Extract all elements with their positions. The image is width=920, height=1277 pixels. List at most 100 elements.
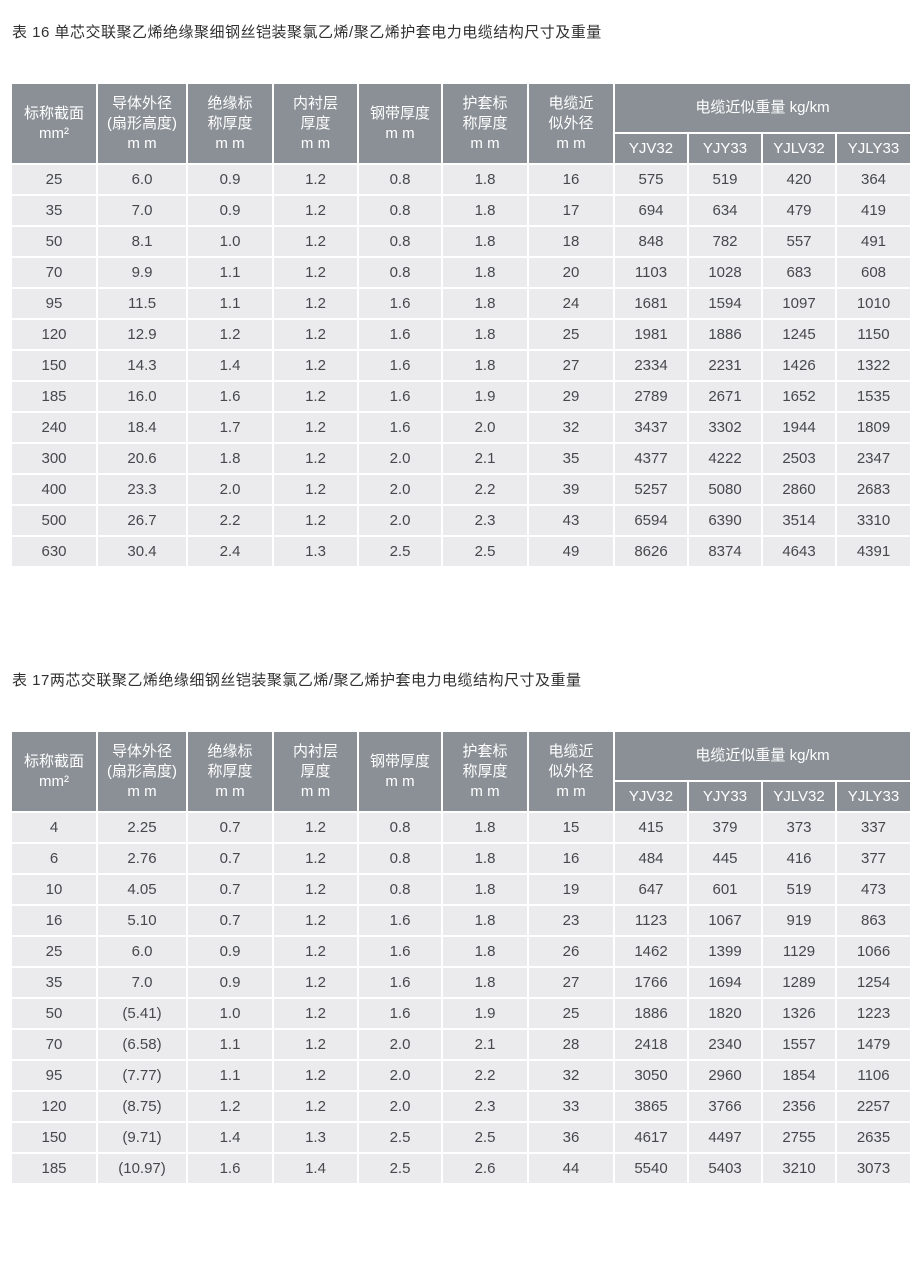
table-row: 4 2.25 0.7 1.2 0.8 1.8 15 415 379 373 337 xyxy=(10,811,912,844)
data-cell: 0.8 xyxy=(357,225,443,258)
data-cell: 400 xyxy=(10,473,98,506)
data-cell: 2.5 xyxy=(357,1152,443,1185)
data-cell: 3310 xyxy=(835,504,912,537)
table17: 标称截面 mm² 导体外径 (扇形高度) m m 绝缘标 称厚度 m m 内衬层 厚度 m m 钢带厚… xyxy=(10,730,912,1185)
data-cell: 0.8 xyxy=(357,256,443,289)
header-cell-col4: 钢带厚度 m m xyxy=(357,82,443,165)
data-cell: 1.6 xyxy=(357,966,443,999)
data-cell: 1.2 xyxy=(272,163,359,196)
data-cell: 1809 xyxy=(835,411,912,444)
data-cell: 1289 xyxy=(761,966,837,999)
data-cell: 415 xyxy=(613,811,689,844)
header-cell-col2: 绝缘标 称厚度 m m xyxy=(186,82,274,165)
data-cell: 0.8 xyxy=(357,811,443,844)
data-cell: 6594 xyxy=(613,504,689,537)
data-cell: 2755 xyxy=(761,1121,837,1154)
data-cell: 2.0 xyxy=(357,473,443,506)
data-cell: 20 xyxy=(527,256,615,289)
sub-header-cell-yjv32: YJV32 xyxy=(613,780,689,813)
data-cell: 300 xyxy=(10,442,98,475)
data-cell: 1694 xyxy=(687,966,763,999)
data-cell: 0.7 xyxy=(186,873,274,906)
table17-title: 表 17两芯交联聚乙烯绝缘细钢丝铠装聚氯乙烯/聚乙烯护套电力电缆结构尺寸及重量 xyxy=(12,672,582,689)
data-cell: 445 xyxy=(687,842,763,875)
table-row: 185 (10.97) 1.6 1.4 2.5 2.6 44 5540 5403 3210 3073 xyxy=(10,1152,912,1185)
table-row: 95 (7.77) 1.1 1.2 2.0 2.2 32 3050 2960 1854 1106 xyxy=(10,1059,912,1092)
data-cell: 1.6 xyxy=(186,380,274,413)
data-cell: 4377 xyxy=(613,442,689,475)
data-cell: 5.10 xyxy=(96,904,188,937)
data-cell: 479 xyxy=(761,194,837,227)
data-cell: 473 xyxy=(835,873,912,906)
data-cell: 1.8 xyxy=(441,256,529,289)
data-cell: 4 xyxy=(10,811,98,844)
table-row: 70 9.9 1.1 1.2 0.8 1.8 20 1103 1028 683 608 xyxy=(10,256,912,289)
data-cell: 2683 xyxy=(835,473,912,506)
data-cell: 5540 xyxy=(613,1152,689,1185)
data-cell: 3073 xyxy=(835,1152,912,1185)
data-cell: 1.2 xyxy=(272,811,359,844)
data-cell: 1.8 xyxy=(441,163,529,196)
data-cell: 1535 xyxy=(835,380,912,413)
data-cell: 2635 xyxy=(835,1121,912,1154)
data-cell: 1066 xyxy=(835,935,912,968)
table-row: 50 8.1 1.0 1.2 0.8 1.8 18 848 782 557 491 xyxy=(10,225,912,258)
data-cell: 1681 xyxy=(613,287,689,320)
data-cell: 1150 xyxy=(835,318,912,351)
data-cell: 18.4 xyxy=(96,411,188,444)
data-cell: 44 xyxy=(527,1152,615,1185)
data-cell: 33 xyxy=(527,1090,615,1123)
data-cell: 2.2 xyxy=(441,1059,529,1092)
data-cell: 2.3 xyxy=(441,504,529,537)
header-cell-col0: 标称截面 mm² xyxy=(10,82,98,165)
data-cell: 0.7 xyxy=(186,842,274,875)
data-cell: 2.1 xyxy=(441,442,529,475)
table-row: 120 (8.75) 1.2 1.2 2.0 2.3 33 3865 3766 2356 2257 xyxy=(10,1090,912,1123)
data-cell: 782 xyxy=(687,225,763,258)
table-row: 630 30.4 2.4 1.3 2.5 2.5 49 8626 8374 4643 4391 xyxy=(10,535,912,568)
data-cell: 634 xyxy=(687,194,763,227)
data-cell: 2.2 xyxy=(441,473,529,506)
data-cell: 39 xyxy=(527,473,615,506)
data-cell: 19 xyxy=(527,873,615,906)
data-cell: 630 xyxy=(10,535,98,568)
data-cell: 1766 xyxy=(613,966,689,999)
data-cell: 2340 xyxy=(687,1028,763,1061)
data-cell: 1123 xyxy=(613,904,689,937)
data-cell: 8374 xyxy=(687,535,763,568)
data-cell: 2503 xyxy=(761,442,837,475)
data-cell: 25 xyxy=(527,318,615,351)
data-cell: 2.0 xyxy=(186,473,274,506)
data-cell: 1.0 xyxy=(186,997,274,1030)
data-cell: 4391 xyxy=(835,535,912,568)
data-cell: 848 xyxy=(613,225,689,258)
data-cell: 1245 xyxy=(761,318,837,351)
data-cell: 0.9 xyxy=(186,194,274,227)
table-row: 95 11.5 1.1 1.2 1.6 1.8 24 1681 1594 1097 1010 xyxy=(10,287,912,320)
table-row: 500 26.7 2.2 1.2 2.0 2.3 43 6594 6390 3514 3310 xyxy=(10,504,912,537)
data-cell: 1.8 xyxy=(441,287,529,320)
data-cell: 647 xyxy=(613,873,689,906)
data-cell: 10 xyxy=(10,873,98,906)
data-cell: 2860 xyxy=(761,473,837,506)
data-cell: 8.1 xyxy=(96,225,188,258)
weight-group-header: 电缆近似重量 kg/km xyxy=(613,82,912,134)
data-cell: 2.0 xyxy=(357,1059,443,1092)
data-cell: 1.6 xyxy=(357,904,443,937)
data-cell: 23.3 xyxy=(96,473,188,506)
data-cell: 29 xyxy=(527,380,615,413)
data-cell: 1.8 xyxy=(441,225,529,258)
table17-section: 表 17两芯交联聚乙烯绝缘细钢丝铠装聚氯乙烯/聚乙烯护套电力电缆结构尺寸及重量 … xyxy=(10,672,912,1185)
data-cell: 1479 xyxy=(835,1028,912,1061)
data-cell: 0.9 xyxy=(186,935,274,968)
sub-header-cell-yjlv32: YJLV32 xyxy=(761,132,837,165)
data-cell: 1.2 xyxy=(272,966,359,999)
data-cell: 6 xyxy=(10,842,98,875)
data-cell: 1.0 xyxy=(186,225,274,258)
data-cell: 2.0 xyxy=(357,1028,443,1061)
data-cell: 7.0 xyxy=(96,194,188,227)
data-cell: 70 xyxy=(10,256,98,289)
data-cell: 2.0 xyxy=(357,442,443,475)
table-row: 150 (9.71) 1.4 1.3 2.5 2.5 36 4617 4497 2755 2635 xyxy=(10,1121,912,1154)
data-cell: 5080 xyxy=(687,473,763,506)
